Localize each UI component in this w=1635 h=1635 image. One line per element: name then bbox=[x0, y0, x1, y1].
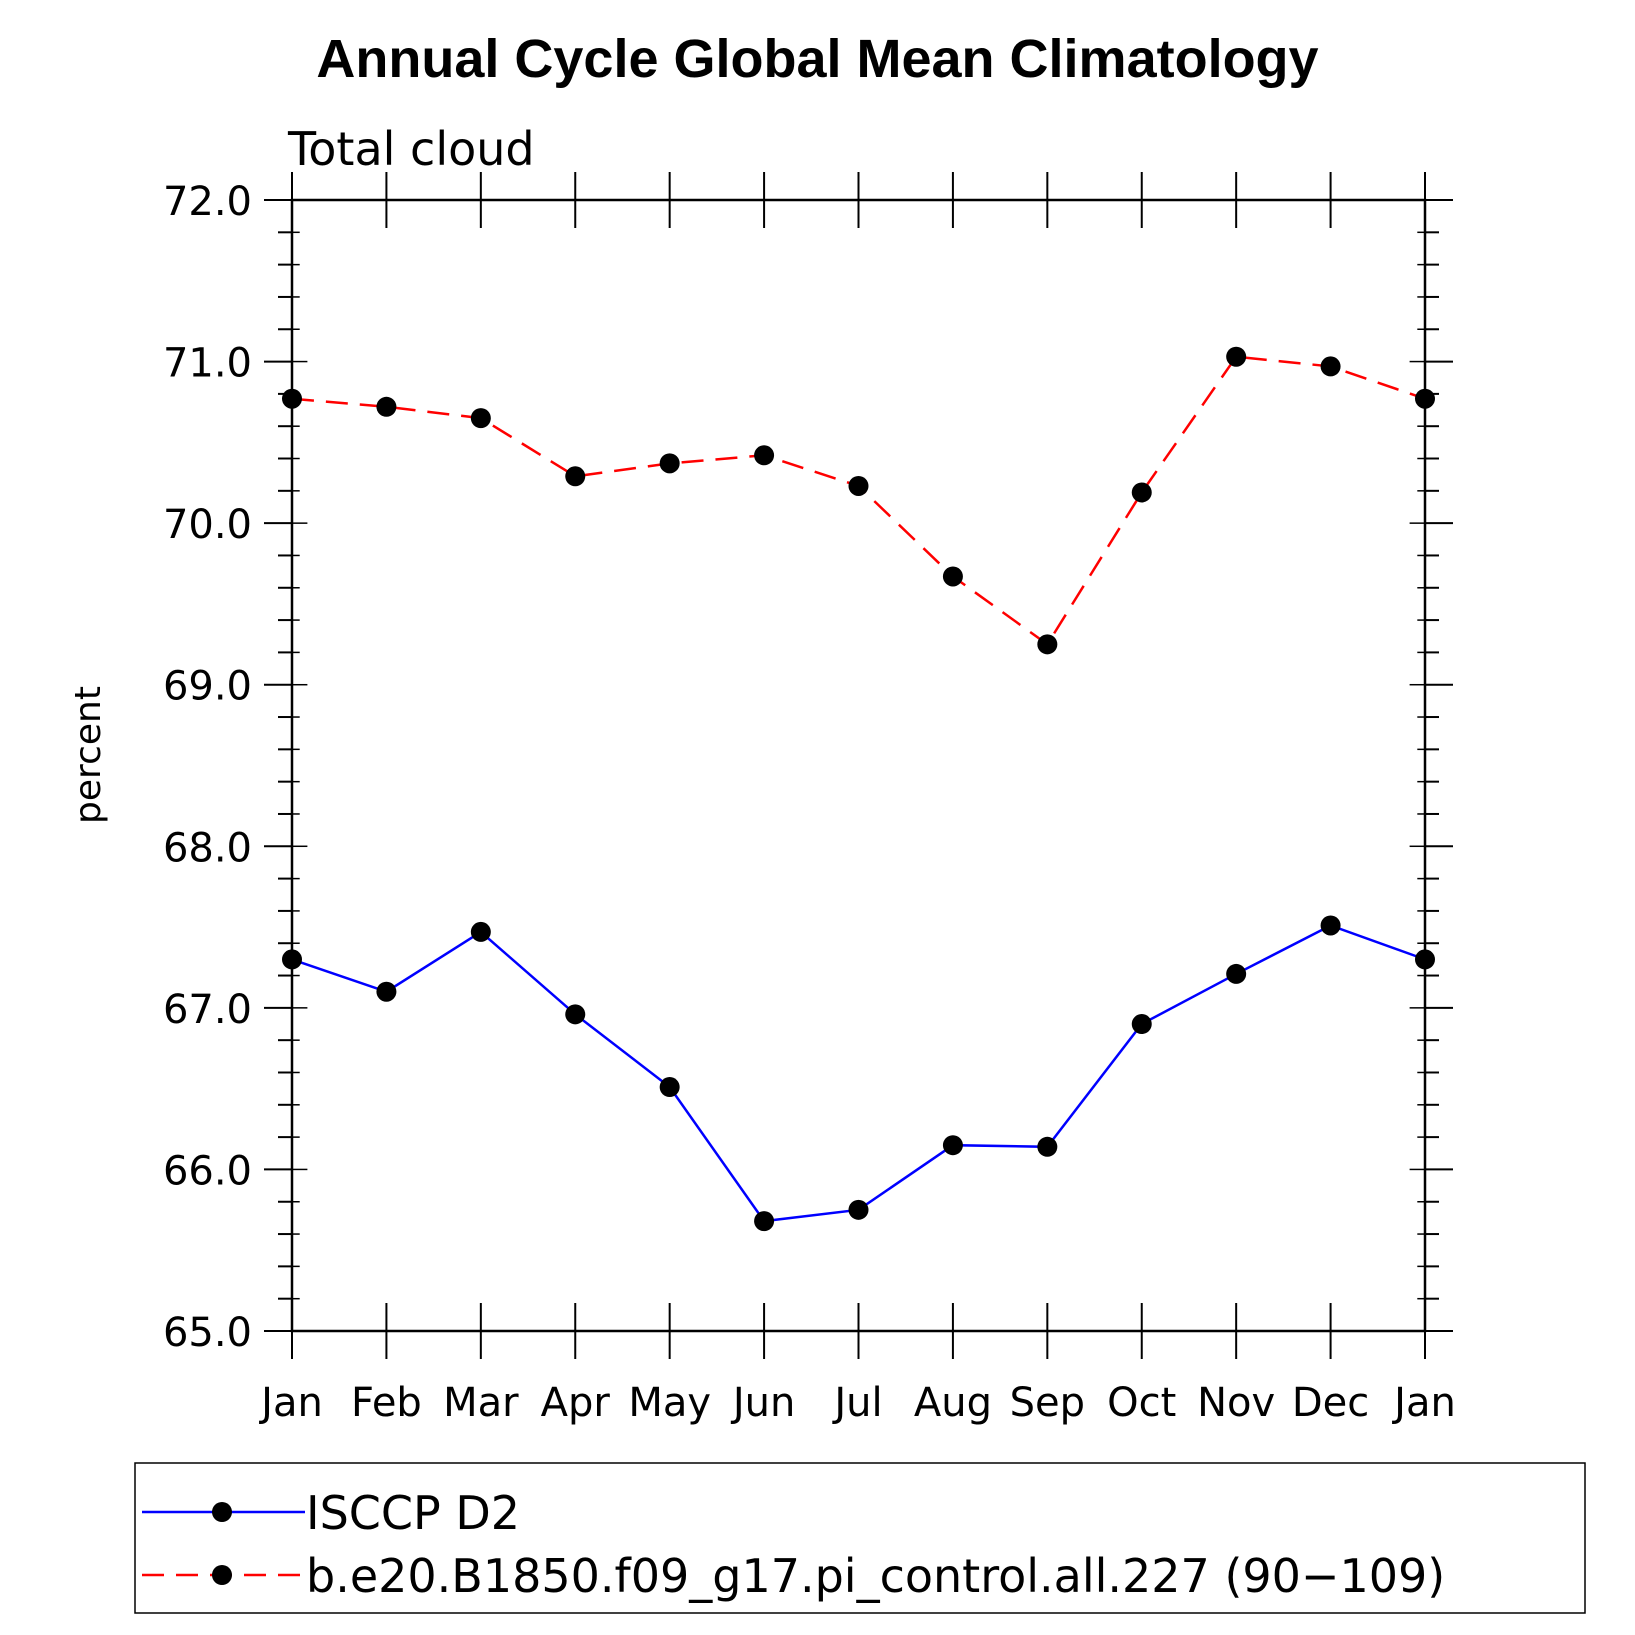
y-tick-label: 69.0 bbox=[163, 664, 252, 710]
data-point bbox=[470, 921, 491, 942]
y-axis-title: percent bbox=[68, 686, 109, 824]
legend: ISCCP D2 b.e20.B1850.f09_g17.pi_control.a… bbox=[134, 1462, 1586, 1614]
x-tick-label: Jan bbox=[258, 1380, 323, 1426]
data-point bbox=[848, 1199, 869, 1220]
data-point bbox=[1320, 356, 1341, 377]
x-tick-label: Apr bbox=[541, 1380, 611, 1426]
legend-label-1: ISCCP D2 bbox=[306, 1486, 520, 1540]
data-point bbox=[376, 981, 397, 1002]
data-point bbox=[1037, 1136, 1058, 1157]
legend-marker bbox=[212, 1502, 232, 1522]
data-point bbox=[1226, 963, 1247, 984]
y-tick-labels: 65.0 66.0 67.0 68.0 69.0 70.0 71.0 72.0 bbox=[163, 179, 252, 1356]
data-point bbox=[1037, 634, 1058, 655]
y-tick-label: 66.0 bbox=[163, 1148, 252, 1194]
x-tick-label: Jul bbox=[831, 1380, 882, 1426]
x-tick-label: May bbox=[628, 1380, 711, 1426]
x-tick-label: Feb bbox=[351, 1380, 422, 1426]
data-point bbox=[1131, 1014, 1152, 1035]
data-point bbox=[848, 475, 869, 496]
data-point bbox=[659, 453, 680, 474]
x-tick-label: Dec bbox=[1292, 1380, 1369, 1426]
data-point bbox=[282, 388, 302, 409]
data-point bbox=[470, 408, 491, 429]
data-point bbox=[659, 1077, 680, 1098]
y-tick-label: 71.0 bbox=[163, 341, 252, 387]
data-point bbox=[754, 445, 775, 466]
legend-label-2: b.e20.B1850.f09_g17.pi_control.all.227 (… bbox=[306, 1549, 1445, 1603]
data-point bbox=[942, 1135, 963, 1156]
data-point bbox=[1320, 915, 1341, 936]
series-line-1 bbox=[291, 924, 1426, 1223]
x-tick-label: Nov bbox=[1197, 1380, 1275, 1426]
data-point bbox=[376, 396, 397, 417]
data-point bbox=[754, 1211, 775, 1232]
data-point bbox=[1131, 482, 1152, 503]
data-point bbox=[942, 566, 963, 587]
x-tick-label: Oct bbox=[1107, 1380, 1176, 1426]
chart-title: Annual Cycle Global Mean Climatology bbox=[316, 29, 1319, 89]
data-point bbox=[565, 466, 586, 487]
data-point bbox=[1226, 346, 1247, 367]
y-tick-label: 67.0 bbox=[163, 987, 252, 1033]
x-tick-label: Jan bbox=[1391, 1380, 1456, 1426]
data-point bbox=[1415, 949, 1435, 970]
x-tick-label: Aug bbox=[914, 1380, 992, 1426]
series-line-2 bbox=[291, 355, 1426, 647]
y-tick-label: 72.0 bbox=[163, 179, 252, 225]
series-markers bbox=[282, 346, 1435, 1232]
y-tick-label: 68.0 bbox=[163, 825, 252, 871]
y-tick-label: 65.0 bbox=[163, 1310, 252, 1356]
x-tick-label: Jun bbox=[730, 1380, 796, 1426]
data-point bbox=[565, 1004, 586, 1025]
x-tick-label: Sep bbox=[1010, 1380, 1085, 1426]
axis-ticks bbox=[264, 172, 1453, 1359]
x-tick-label: Mar bbox=[443, 1380, 519, 1426]
data-point bbox=[282, 949, 302, 970]
y-tick-label: 70.0 bbox=[163, 502, 252, 548]
legend-marker bbox=[212, 1565, 232, 1585]
plot-frame bbox=[290, 198, 1427, 1333]
chart-subtitle: Total cloud bbox=[287, 122, 535, 176]
x-tick-labels: Jan Feb Mar Apr May Jun Jul Aug Sep Oct Nov Dec Jan bbox=[258, 1380, 1456, 1426]
data-point bbox=[1415, 388, 1435, 409]
legend-frame bbox=[134, 1462, 1586, 1614]
